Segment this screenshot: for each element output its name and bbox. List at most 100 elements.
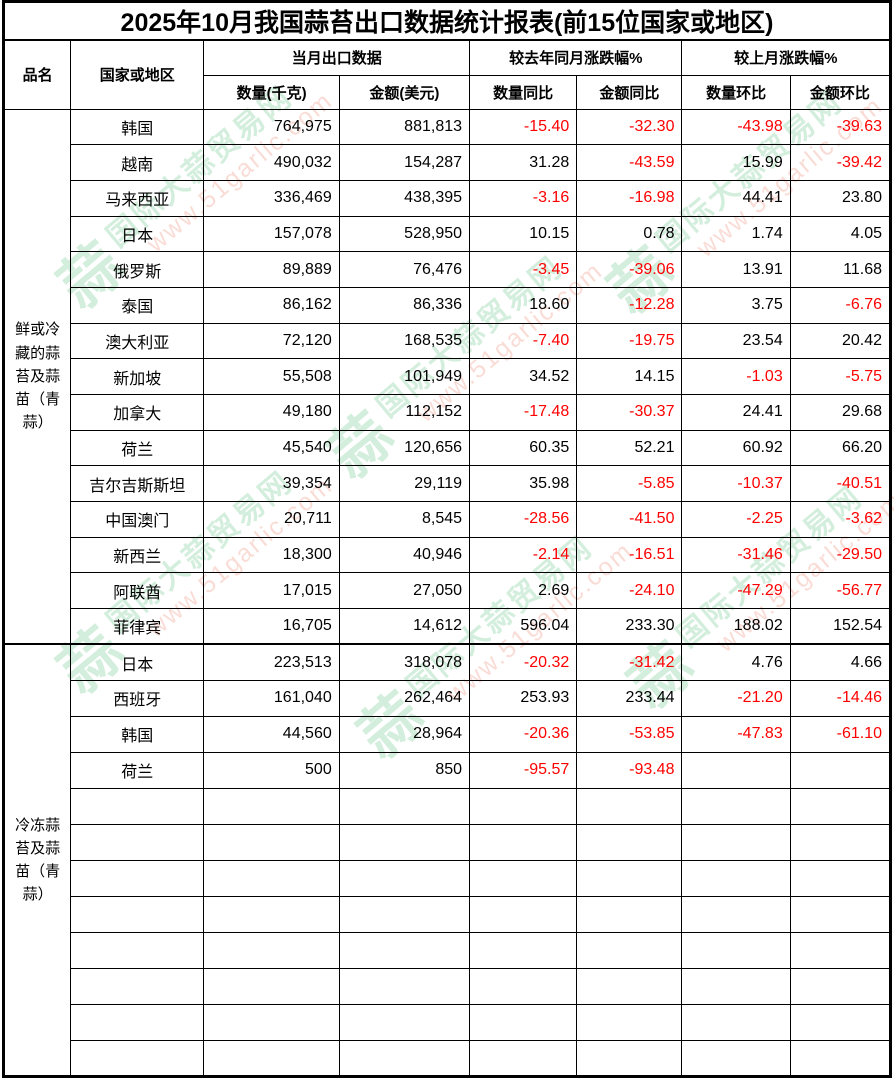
table-row: 荷兰 500 850 -95.57 -93.48	[4, 751, 892, 789]
amount-mom-cell	[789, 931, 892, 969]
qty-yoy-cell: -28.56	[469, 501, 578, 538]
header-yoy-group: 较去年同月涨跌幅%	[469, 39, 683, 76]
qty-cell: 44,560	[203, 715, 340, 753]
amount-cell: 40,946	[338, 536, 471, 574]
amount-mom-cell: 29.68	[789, 394, 892, 431]
amount-cell	[338, 967, 471, 1005]
amount-cell	[338, 895, 471, 933]
table-row: 加拿大 49,180 112,152 -17.48 -30.37 24.41 29.68	[4, 394, 892, 431]
qty-mom-cell: -21.20	[681, 679, 791, 717]
qty-cell: 18,300	[203, 536, 340, 574]
qty-cell: 157,078	[203, 215, 340, 253]
amount-yoy-cell: -19.75	[576, 322, 683, 360]
qty-yoy-cell: -3.45	[469, 251, 578, 288]
table-row: 韩国 44,560 28,964 -20.36 -53.85 -47.83 -61.10	[4, 715, 892, 753]
amount-mom-cell: 4.05	[789, 215, 892, 253]
qty-yoy-cell: -7.40	[469, 322, 578, 360]
header-qty: 数量(千克)	[203, 74, 340, 110]
amount-mom-cell: -56.77	[789, 572, 892, 610]
qty-mom-cell	[681, 895, 791, 933]
qty-mom-cell	[681, 1039, 791, 1077]
amount-cell: 438,395	[338, 179, 471, 217]
qty-mom-cell: 44.41	[681, 179, 791, 217]
qty-yoy-cell: 18.60	[469, 286, 578, 324]
header-row-columns: 数量(千克) 金额(美元) 数量同比 金额同比 数量环比 金额环比	[4, 74, 892, 110]
amount-mom-cell	[789, 895, 892, 933]
page-title: 2025年10月我国蒜苔出口数据统计报表(前15位国家或地区)	[3, 1, 891, 41]
amount-cell: 14,612	[338, 608, 471, 645]
amount-cell: 881,813	[338, 108, 471, 146]
empty-table-row	[4, 823, 892, 861]
qty-cell: 764,975	[203, 108, 340, 146]
amount-mom-cell: -14.46	[789, 679, 892, 717]
table-row: 菲律宾 16,705 14,612 596.04 233.30 188.02 152.54	[4, 608, 892, 645]
qty-mom-cell	[681, 823, 791, 861]
empty-table-row	[4, 859, 892, 897]
qty-cell	[203, 787, 340, 825]
table-row: 新加坡 55,508 101,949 34.52 14.15 -1.03 -5.75	[4, 358, 892, 395]
amount-mom-cell: 152.54	[789, 608, 892, 645]
amount-yoy-cell: -93.48	[576, 751, 683, 789]
country-cell: 日本	[70, 215, 205, 253]
qty-cell: 161,040	[203, 679, 340, 717]
country-cell: 菲律宾	[70, 608, 205, 645]
country-cell	[70, 787, 205, 825]
qty-mom-cell: 23.54	[681, 322, 791, 360]
qty-cell: 16,705	[203, 608, 340, 645]
amount-cell: 27,050	[338, 572, 471, 610]
amount-cell	[338, 931, 471, 969]
header-country: 国家或地区	[70, 39, 205, 110]
qty-mom-cell: -47.83	[681, 715, 791, 753]
qty-yoy-cell: -17.48	[469, 394, 578, 431]
qty-cell: 20,711	[203, 501, 340, 538]
amount-yoy-cell: 233.44	[576, 679, 683, 717]
qty-yoy-cell: 2.69	[469, 572, 578, 610]
qty-yoy-cell: 34.52	[469, 358, 578, 395]
header-qty-mom: 数量环比	[681, 74, 791, 110]
table-row: 冷冻蒜苔及蒜苗（青蒜） 日本 223,513 318,078 -20.32 -31.42 4…	[2, 643, 892, 1077]
amount-cell	[338, 1003, 471, 1041]
amount-mom-cell	[789, 859, 892, 897]
qty-yoy-cell	[469, 859, 578, 897]
table-row: 西班牙 161,040 262,464 253.93 233.44 -21.20 -14.4…	[4, 679, 892, 717]
amount-mom-cell	[789, 1039, 892, 1077]
qty-cell	[203, 895, 340, 933]
product-cell: 冷冻蒜苔及蒜苗（青蒜）	[2, 643, 72, 1077]
qty-yoy-cell: 60.35	[469, 429, 578, 467]
amount-cell: 528,950	[338, 215, 471, 253]
country-cell: 越南	[70, 144, 205, 181]
amount-yoy-cell: -53.85	[576, 715, 683, 753]
header-row-groups: 品名 国家或地区 当月出口数据 较去年同月涨跌幅% 较上月涨跌幅%	[2, 39, 891, 110]
qty-yoy-cell	[469, 1039, 578, 1077]
amount-yoy-cell	[576, 1039, 683, 1077]
qty-yoy-cell: 596.04	[469, 608, 578, 645]
qty-mom-cell: 1.74	[681, 215, 791, 253]
qty-yoy-cell: -15.40	[469, 108, 578, 146]
amount-cell: 850	[338, 751, 471, 789]
amount-yoy-cell	[576, 931, 683, 969]
qty-cell: 55,508	[203, 358, 340, 395]
qty-yoy-cell	[469, 1003, 578, 1041]
header-amount-mom: 金额环比	[789, 74, 892, 110]
table-row: 鲜或冷藏的蒜苔及蒜苗（青蒜） 韩国 764,975 881,813 -15.40 -32.…	[2, 108, 892, 645]
table-row: 阿联酋 17,015 27,050 2.69 -24.10 -47.29 -56.77	[4, 572, 892, 610]
table-row: 新西兰 18,300 40,946 -2.14 -16.51 -31.46 -29.50	[4, 536, 892, 574]
qty-mom-cell: 188.02	[681, 608, 791, 645]
qty-yoy-cell: -3.16	[469, 179, 578, 217]
country-cell: 日本	[70, 643, 205, 681]
amount-mom-cell	[789, 823, 892, 861]
amount-mom-cell: 23.80	[789, 179, 892, 217]
amount-mom-cell: -6.76	[789, 286, 892, 324]
country-cell	[70, 931, 205, 969]
amount-mom-cell	[789, 751, 892, 789]
qty-cell: 49,180	[203, 394, 340, 431]
qty-cell	[203, 823, 340, 861]
qty-mom-cell	[681, 787, 791, 825]
amount-cell: 168,535	[338, 322, 471, 360]
qty-yoy-cell: 35.98	[469, 465, 578, 503]
amount-yoy-cell: -30.37	[576, 394, 683, 431]
amount-yoy-cell: -31.42	[576, 643, 683, 681]
qty-yoy-cell: 10.15	[469, 215, 578, 253]
amount-yoy-cell: -39.06	[576, 251, 683, 288]
